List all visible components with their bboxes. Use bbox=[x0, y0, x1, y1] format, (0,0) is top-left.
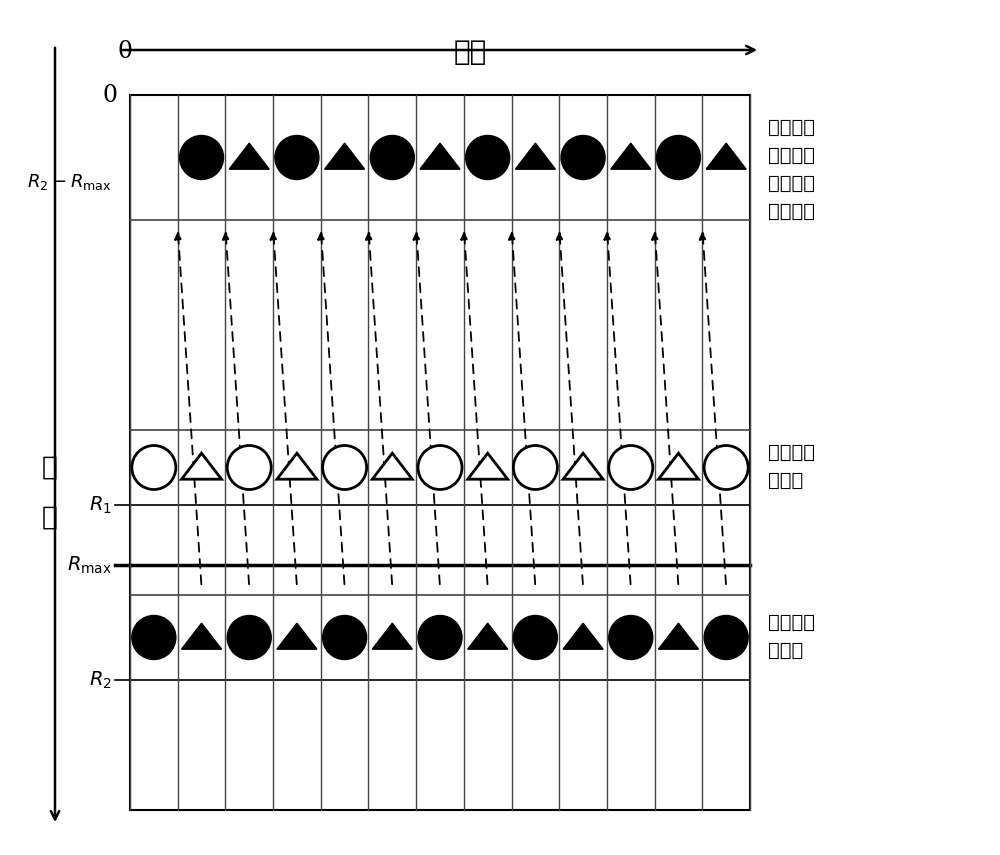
Circle shape bbox=[227, 445, 271, 490]
Text: 时间: 时间 bbox=[453, 38, 487, 66]
Circle shape bbox=[132, 616, 176, 659]
Circle shape bbox=[513, 445, 557, 490]
Polygon shape bbox=[420, 143, 460, 169]
Text: 元目标: 元目标 bbox=[768, 641, 803, 660]
Circle shape bbox=[418, 445, 462, 490]
Circle shape bbox=[323, 616, 367, 659]
Circle shape bbox=[227, 616, 271, 659]
Circle shape bbox=[609, 616, 653, 659]
Text: 元目标: 元目标 bbox=[768, 471, 803, 490]
Polygon shape bbox=[229, 143, 269, 169]
Polygon shape bbox=[658, 453, 698, 479]
Text: 远距离单: 远距离单 bbox=[768, 118, 815, 137]
Text: 离: 离 bbox=[42, 504, 58, 530]
Circle shape bbox=[275, 135, 319, 180]
Text: 距: 距 bbox=[42, 455, 58, 481]
Text: $R_2 - R_{\mathrm{max}}$: $R_2 - R_{\mathrm{max}}$ bbox=[27, 173, 112, 192]
Circle shape bbox=[656, 135, 700, 180]
Polygon shape bbox=[468, 453, 508, 479]
Text: 远距离单: 远距离单 bbox=[768, 613, 815, 632]
Polygon shape bbox=[372, 623, 412, 649]
Text: 上的目标: 上的目标 bbox=[768, 202, 815, 221]
Polygon shape bbox=[611, 143, 651, 169]
Polygon shape bbox=[277, 453, 317, 479]
Circle shape bbox=[323, 445, 367, 490]
Circle shape bbox=[561, 135, 605, 180]
Text: $R_{\mathrm{max}}$: $R_{\mathrm{max}}$ bbox=[67, 554, 112, 575]
Polygon shape bbox=[325, 143, 365, 169]
Bar bbox=[130, 95, 750, 810]
Circle shape bbox=[609, 445, 653, 490]
Text: 元被折回: 元被折回 bbox=[768, 146, 815, 165]
Text: 0: 0 bbox=[103, 84, 118, 107]
Polygon shape bbox=[706, 143, 746, 169]
Polygon shape bbox=[563, 623, 603, 649]
Text: 到近距离: 到近距离 bbox=[768, 174, 815, 193]
Circle shape bbox=[466, 135, 510, 180]
Circle shape bbox=[513, 616, 557, 659]
Circle shape bbox=[704, 445, 748, 490]
Text: $R_1$: $R_1$ bbox=[89, 494, 112, 516]
Polygon shape bbox=[182, 623, 222, 649]
Polygon shape bbox=[277, 623, 317, 649]
Circle shape bbox=[370, 135, 414, 180]
Text: $R_2$: $R_2$ bbox=[89, 669, 112, 691]
Polygon shape bbox=[468, 623, 508, 649]
Polygon shape bbox=[372, 453, 412, 479]
Circle shape bbox=[180, 135, 224, 180]
Circle shape bbox=[132, 445, 176, 490]
Polygon shape bbox=[658, 623, 698, 649]
Polygon shape bbox=[182, 453, 222, 479]
Polygon shape bbox=[563, 453, 603, 479]
Text: 0: 0 bbox=[118, 40, 132, 63]
Circle shape bbox=[704, 616, 748, 659]
Polygon shape bbox=[515, 143, 555, 169]
Text: 近距离单: 近距离单 bbox=[768, 443, 815, 462]
Circle shape bbox=[418, 616, 462, 659]
